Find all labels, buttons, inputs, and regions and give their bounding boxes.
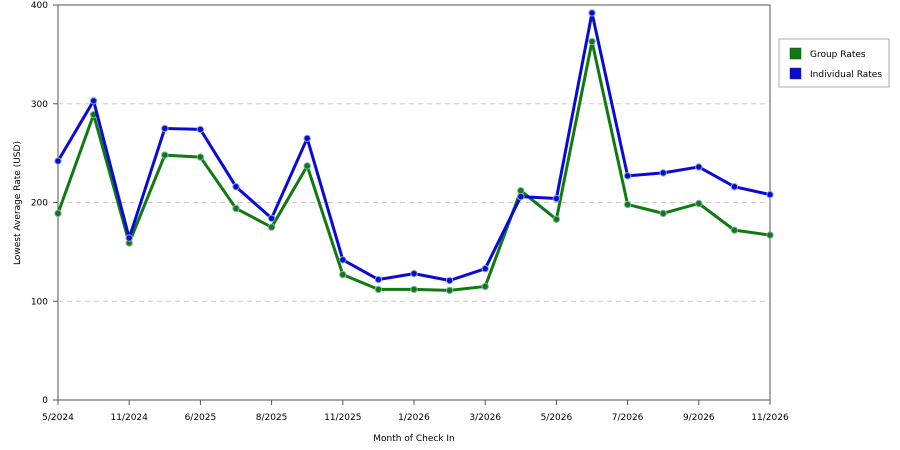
y-tick-label: 400 [31, 1, 48, 11]
data-point [730, 226, 739, 234]
data-point [196, 153, 205, 161]
data-point [659, 209, 667, 218]
data-point [659, 169, 667, 177]
data-point [695, 163, 703, 171]
x-tick-label: 8/2025 [256, 413, 288, 423]
data-point [161, 124, 169, 133]
data-point [766, 190, 774, 199]
y-axis-label: Lowest Average Rate (USD) [13, 141, 23, 265]
legend-label: Individual Rates [810, 70, 882, 80]
data-point [481, 282, 489, 291]
series-line [56, 11, 771, 283]
data-point [766, 231, 774, 239]
data-point [232, 183, 240, 191]
data-point [267, 223, 276, 231]
data-point [54, 209, 62, 218]
x-tick-label: 9/2026 [683, 413, 715, 423]
data-point [552, 215, 561, 223]
x-tick-label: 5/2024 [42, 413, 74, 423]
data-point [730, 183, 739, 191]
data-point [374, 275, 383, 284]
data-point [232, 204, 240, 213]
x-tick-label: 6/2025 [185, 413, 217, 423]
x-axis-label: Month of Check In [373, 434, 455, 444]
data-point [267, 214, 276, 223]
data-point [623, 200, 632, 209]
y-tick-label: 300 [31, 100, 48, 110]
y-tick-label: 100 [31, 297, 48, 307]
data-point [445, 286, 454, 295]
data-point [410, 285, 418, 294]
x-tick-label: 11/2026 [751, 413, 789, 423]
x-tick-label: 7/2026 [612, 413, 644, 423]
data-point [481, 264, 489, 273]
data-point [552, 194, 561, 203]
series-line [56, 40, 771, 292]
data-point [339, 270, 347, 279]
data-point [303, 134, 311, 143]
legend-label: Group Rates [810, 50, 866, 60]
x-tick-label: 3/2026 [469, 413, 501, 423]
data-point [161, 151, 169, 159]
x-tick-label: 11/2024 [111, 413, 149, 423]
data-point [125, 234, 133, 242]
data-point [588, 9, 596, 17]
x-tick-label: 11/2025 [324, 413, 361, 423]
data-point [588, 37, 596, 46]
data-point [695, 199, 703, 208]
x-tick-label: 5/2026 [541, 413, 573, 423]
legend-swatch [789, 47, 802, 60]
data-point [517, 192, 525, 201]
data-point [54, 157, 62, 165]
data-point [303, 162, 311, 170]
x-tick-label: 1/2026 [398, 413, 430, 423]
data-point [196, 125, 205, 134]
data-point [410, 269, 418, 278]
data-point [623, 172, 632, 180]
y-tick-label: 0 [42, 396, 48, 406]
data-point [89, 97, 98, 105]
data-point [339, 256, 347, 264]
y-tick-label: 200 [31, 199, 48, 209]
legend-swatch [789, 67, 802, 80]
data-point [445, 276, 454, 285]
data-point [374, 285, 383, 294]
